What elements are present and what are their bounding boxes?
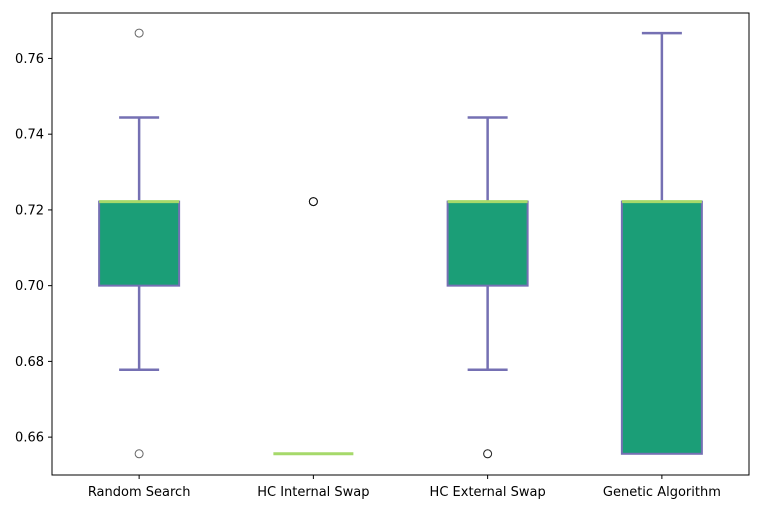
box-iqr <box>620 200 703 455</box>
boxes <box>98 28 703 459</box>
box-group <box>446 116 529 459</box>
y-tick-label: 0.70 <box>15 279 44 294</box>
box-group <box>98 28 181 459</box>
plot-frame <box>51 12 750 476</box>
x-tick-label: HC Internal Swap <box>257 485 369 500</box>
y-tick-label: 0.74 <box>15 128 44 143</box>
outlier-point <box>308 197 318 207</box>
x-tick-label: Genetic Algorithm <box>603 485 721 500</box>
box-iqr <box>446 200 529 287</box>
y-tick-label: 0.66 <box>15 431 44 446</box>
outlier-point <box>134 449 144 459</box>
box-iqr <box>98 200 181 287</box>
outlier-point <box>483 449 493 459</box>
y-tick-label: 0.72 <box>15 203 44 218</box>
y-axis: 0.66 0.68 0.70 0.72 0.74 0.76 <box>15 52 52 446</box>
x-tick-label: HC External Swap <box>430 485 546 500</box>
x-tick-label: Random Search <box>88 485 191 500</box>
outlier-point <box>134 28 144 38</box>
box-group <box>620 31 703 455</box>
x-axis: Random Search HC Internal Swap HC External… <box>88 475 721 500</box>
y-tick-label: 0.76 <box>15 52 44 67</box>
box-group <box>273 197 354 456</box>
y-tick-label: 0.68 <box>15 355 44 370</box>
